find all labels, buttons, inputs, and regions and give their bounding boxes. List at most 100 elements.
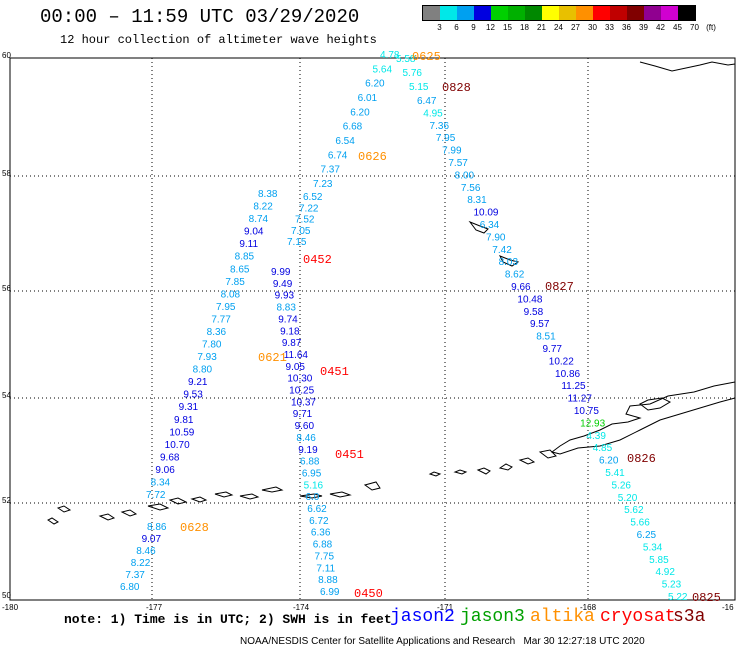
pass-time-label: 0825 <box>692 591 721 605</box>
coast-segment <box>468 220 489 234</box>
s3a-track-value: 11.25 <box>561 381 586 392</box>
coast-segment <box>299 493 323 499</box>
coast-segment <box>550 381 736 455</box>
pass-time-label: 0625 <box>412 50 441 64</box>
jason2-track-value: 7.72 <box>146 490 166 501</box>
satellite-tracks: 8.869.078.468.227.376.8006287.728.349.06… <box>120 50 721 605</box>
jason2-track-value: 10.59 <box>169 427 194 438</box>
cryosat-track-value: 10.25 <box>289 386 314 397</box>
cryosat-track-value: 8.83 <box>276 303 296 314</box>
altika-track-value: 8.86 <box>147 522 167 533</box>
lon-label: -171 <box>437 603 454 612</box>
legend-swatch <box>559 6 576 20</box>
coast-segment <box>639 397 672 411</box>
jason2-track-value: 8.74 <box>249 214 269 225</box>
s3a-track-value: 8.00 <box>455 170 475 181</box>
s3a-track-value: 12.93 <box>580 418 605 429</box>
lat-label: 50 <box>2 591 11 600</box>
legend-swatch <box>542 6 559 20</box>
legend-label: 42 <box>656 23 665 32</box>
jason2-track-value: 9.31 <box>179 402 199 413</box>
map-frame <box>9 57 736 601</box>
cryosat-track-value: 6.0 <box>305 492 319 503</box>
altika-track-value: 6.01 <box>358 93 378 104</box>
jason2-track-value: 10.70 <box>165 440 190 451</box>
pass-time-label: 0826 <box>627 452 656 466</box>
mission-legend-item: altika <box>530 607 595 627</box>
jason2-track-value: 9.53 <box>183 390 203 401</box>
legend-label: 9 <box>471 23 476 32</box>
coast-segment <box>639 61 736 72</box>
legend-swatch <box>491 6 508 20</box>
legend-label: 39 <box>639 23 648 32</box>
jason2-track-value: 9.04 <box>244 227 264 238</box>
s3a-track-value: 5.26 <box>612 480 632 491</box>
legend-swatch <box>644 6 661 20</box>
cryosat-track-value: 6.62 <box>307 504 327 515</box>
s3a-track-value: 10.86 <box>555 369 580 380</box>
s3a-track-value: 6.20 <box>599 456 619 467</box>
cryosat-track-value: 9.71 <box>293 409 313 420</box>
legend-label: 12 <box>486 23 495 32</box>
cryosat-track-value: 6.72 <box>309 516 329 527</box>
legend-swatch <box>576 6 593 20</box>
cryosat-track-value: 9.87 <box>282 338 302 349</box>
jason2-track-value: 8.85 <box>235 252 255 263</box>
s3a-track-value: 5.23 <box>662 580 682 591</box>
lat-label: 54 <box>2 391 11 400</box>
coast-segment <box>428 471 442 477</box>
s3a-track-value: 5.34 <box>643 542 663 553</box>
legend-swatch <box>457 6 474 20</box>
cryosat-track-value: 10.37 <box>291 397 316 408</box>
mission-legend-item: s3a <box>673 607 706 627</box>
s3a-track-value: 5.22 <box>668 592 688 603</box>
legend-label: 45 <box>673 23 682 32</box>
coast-segment <box>190 496 208 503</box>
mission-legend-item: cryosat <box>600 607 676 627</box>
wave-height-legend: 3 6 9 12 15 18 21 24 27 30 33 36 39 42 45 70 (ft) <box>422 5 716 35</box>
s3a-track-value: 7.57 <box>448 158 468 169</box>
cryosat-track-value: 9.49 <box>273 279 293 290</box>
s3a-track-value: 9.66 <box>511 282 531 293</box>
legend-unit: (ft) <box>706 23 716 32</box>
jason2-track-value: 7.80 <box>202 340 222 351</box>
lon-label: -174 <box>293 603 310 612</box>
jason2-track-value: 8.08 <box>221 289 241 300</box>
coast-segment <box>329 491 352 498</box>
coast-segment <box>476 467 491 475</box>
legend-label: 15 <box>503 23 512 32</box>
s3a-track-value: 8.31 <box>467 195 487 206</box>
pass-time-label: 0828 <box>442 81 471 95</box>
altika-track-value: 4.78 <box>380 50 400 61</box>
coast-segment <box>47 517 59 525</box>
mission-legend-item: jason3 <box>460 607 525 627</box>
coast-segment <box>518 457 536 465</box>
pass-time-label: 0827 <box>545 280 574 294</box>
legend-swatch <box>593 6 610 20</box>
jason2-track-value: 7.93 <box>197 352 217 363</box>
coast-segment <box>453 469 468 475</box>
lat-label: 52 <box>2 496 11 505</box>
altika-track-value: 7.37 <box>320 165 340 176</box>
cryosat-track-value: 10.30 <box>287 374 312 385</box>
s3a-track-value: 10.22 <box>549 356 574 367</box>
altika-track-value: 7.22 <box>299 203 319 214</box>
s3a-track-value: 10.09 <box>473 208 498 219</box>
coast-segment <box>498 255 520 267</box>
s3a-track-value: 9.77 <box>543 344 563 355</box>
altika-track-value: 7.05 <box>291 226 311 237</box>
legend-label: 33 <box>605 23 614 32</box>
cryosat-track-value: 11.64 <box>284 350 309 361</box>
cryosat-track-value: 6.88 <box>300 457 320 468</box>
legend-label: 36 <box>622 23 631 32</box>
legend-label: 27 <box>571 23 580 32</box>
altika-track-value: 5.64 <box>373 64 393 75</box>
altika-track-value: 5.76 <box>403 68 423 79</box>
s3a-track-value: 8.51 <box>536 332 556 343</box>
cryosat-track-value: 9.05 <box>286 362 306 373</box>
lat-lon-grid <box>9 57 736 601</box>
legend-label: 18 <box>520 23 529 32</box>
legend-swatch <box>508 6 525 20</box>
altika-track-value: 6.20 <box>365 79 385 90</box>
